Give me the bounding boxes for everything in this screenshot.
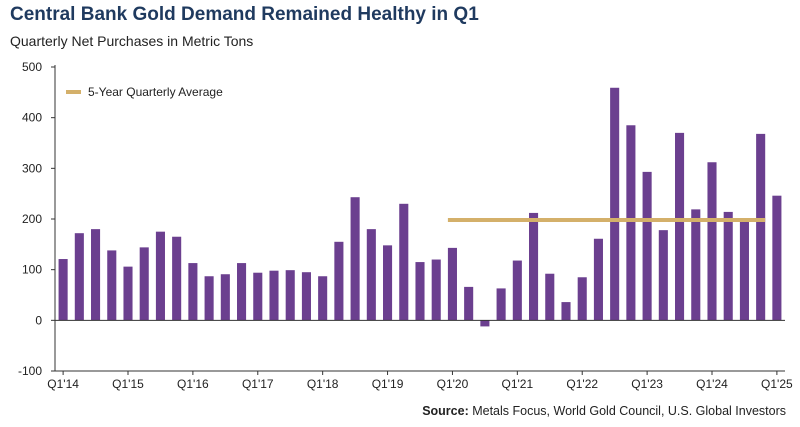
bar-q1-15 (123, 266, 133, 321)
bar-q4-19 (431, 259, 441, 321)
y-tick-label: 400 (22, 111, 42, 125)
bar-q4-20 (496, 288, 506, 321)
bar-q4-21 (561, 302, 571, 321)
x-tick-label: Q1'19 (372, 377, 404, 391)
legend: 5-Year Quarterly Average (66, 85, 223, 99)
bar-q4-15 (172, 236, 182, 321)
bar-q1-24 (707, 162, 717, 321)
chart-subtitle: Quarterly Net Purchases in Metric Tons (10, 33, 254, 49)
x-tick-label: Q1'17 (242, 377, 274, 391)
bar-q3-24 (739, 218, 749, 321)
bar-q3-19 (415, 262, 425, 321)
y-tick-label: 200 (22, 212, 42, 226)
bar-q1-16 (188, 263, 198, 321)
y-tick-label: 500 (22, 60, 42, 74)
bar-q1-20 (447, 247, 457, 321)
bar-q1-18 (318, 276, 328, 321)
bar-q1-22 (577, 277, 587, 321)
bar-q1-17 (253, 272, 263, 321)
bar-q2-14 (74, 233, 84, 321)
x-tick-label: Q1'25 (761, 377, 793, 391)
x-tick-label: Q1'18 (307, 377, 339, 391)
bar-q1-23 (642, 171, 652, 321)
bar-q1-21 (512, 260, 522, 321)
source-text: Metals Focus, World Gold Council, U.S. G… (472, 404, 786, 418)
y-tick-label: 300 (22, 161, 42, 175)
bar-q3-16 (220, 274, 230, 321)
x-tick-label: Q1'22 (566, 377, 598, 391)
bar-q4-17 (301, 272, 311, 321)
bar-q2-17 (269, 270, 279, 321)
bar-q2-21 (529, 212, 539, 321)
x-axis: Q1'14 Q1'15 Q1'16 Q1'17 Q1'18 Q1'19 Q1'20 Q1'21… (47, 371, 793, 391)
bar-q4-22 (626, 125, 636, 321)
bar-q2-24 (723, 211, 733, 321)
bar-q3-15 (155, 231, 165, 321)
legend-label: 5-Year Quarterly Average (88, 85, 223, 99)
bar-q3-21 (545, 273, 555, 321)
x-tick-label: Q1'14 (47, 377, 79, 391)
bar-q1-25 (772, 195, 782, 321)
bar-q4-14 (107, 250, 117, 321)
bar-q2-20 (464, 286, 474, 321)
x-tick-label: Q1'16 (177, 377, 209, 391)
source-label: Source: (422, 404, 469, 418)
source-note: Source: Metals Focus, World Gold Council… (422, 404, 786, 418)
x-tick-label: Q1'20 (437, 377, 469, 391)
axes (54, 65, 785, 372)
x-tick-label: Q1'23 (631, 377, 663, 391)
bar-series (58, 87, 782, 327)
bar-q1-19 (383, 245, 393, 321)
bar-q2-23 (658, 230, 668, 321)
chart-title: Central Bank Gold Demand Remained Health… (10, 4, 479, 25)
bar-q2-22 (593, 238, 603, 321)
y-tick-label: 100 (22, 263, 42, 277)
bar-q3-18 (350, 197, 360, 321)
bar-q3-14 (91, 229, 101, 321)
bar-q3-22 (610, 87, 620, 321)
bar-q4-18 (366, 229, 376, 321)
bar-q2-18 (334, 241, 344, 321)
bar-q4-24 (756, 133, 766, 321)
bar-q4-23 (691, 209, 701, 321)
y-axis: -100 0 100 200 300 400 500 (18, 60, 55, 378)
bar-q2-16 (204, 276, 214, 321)
bar-q3-20 (480, 320, 490, 327)
bar-q3-23 (675, 132, 685, 321)
bar-q2-19 (399, 203, 409, 321)
bar-q3-17 (285, 270, 295, 321)
bar-q4-16 (237, 263, 247, 321)
bar-q1-14 (58, 259, 68, 321)
y-tick-label: 0 (35, 313, 42, 327)
bar-q2-15 (139, 247, 149, 321)
x-tick-label: Q1'15 (112, 377, 144, 391)
x-tick-label: Q1'21 (502, 377, 534, 391)
y-tick-label: -100 (18, 364, 42, 378)
x-tick-label: Q1'24 (696, 377, 728, 391)
